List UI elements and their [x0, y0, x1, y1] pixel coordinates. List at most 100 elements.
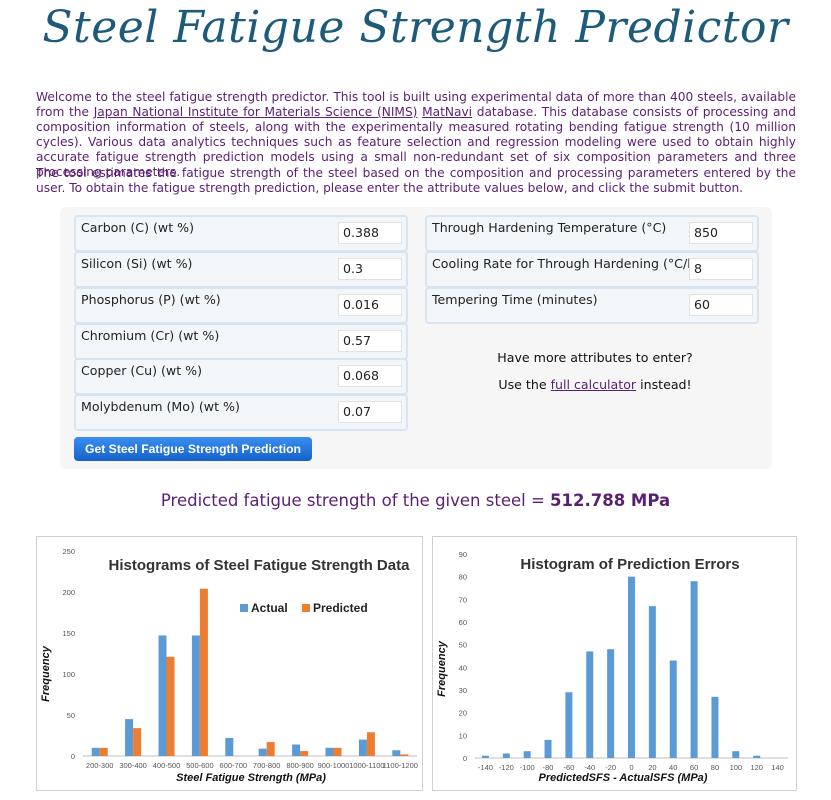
x-tick-label: -20: [605, 763, 616, 772]
x-tick-label: -60: [563, 763, 574, 772]
y-tick-label: 20: [459, 709, 467, 718]
molybdenum-input[interactable]: 0.07: [338, 401, 402, 423]
bar: [91, 747, 100, 756]
bar: [607, 649, 615, 758]
silicon-input[interactable]: 0.3: [338, 258, 402, 280]
intro-paragraph-1: Welcome to the steel fatigue strength pr…: [36, 90, 796, 180]
y-tick-label: 50: [459, 641, 467, 650]
field-chromium: Chromium (Cr) (wt %) 0.57: [74, 323, 408, 360]
bar: [523, 751, 531, 758]
bar: [628, 576, 635, 758]
submit-button[interactable]: Get Steel Fatigue Strength Prediction: [74, 437, 312, 461]
x-axis-label: Steel Fatigue Strength (MPa): [176, 772, 326, 784]
y-tick-label: 30: [459, 686, 467, 695]
field-molybdenum: Molybdenum (Mo) (wt %) 0.07: [74, 394, 408, 431]
field-carbon: Carbon (C) (wt %) 0.388: [74, 215, 408, 252]
more-attributes-note: Use the full calculator instead!: [430, 377, 760, 392]
bar: [481, 755, 489, 758]
bar: [669, 660, 677, 758]
bar: [400, 754, 409, 756]
y-axis-label: Frequency: [40, 645, 52, 702]
field-phosphorus: Phosphorus (P) (wt %) 0.016: [74, 287, 408, 324]
prediction-result: Predicted fatigue strength of the given …: [0, 491, 831, 510]
bar: [392, 750, 401, 756]
field-hardening-temperature: Through Hardening Temperature (°C) 850: [425, 215, 759, 252]
full-calculator-link[interactable]: full calculator: [550, 377, 637, 392]
nims-link[interactable]: Japan National Institute for Materials S…: [93, 105, 418, 119]
bar: [502, 753, 510, 758]
chromium-input[interactable]: 0.57: [338, 330, 402, 352]
field-silicon: Silicon (Si) (wt %) 0.3: [74, 251, 408, 288]
bar: [191, 635, 200, 756]
cooling-rate-input[interactable]: 8: [689, 258, 753, 280]
carbon-input[interactable]: 0.388: [338, 222, 402, 244]
intro-text-c: database. This database consists of proc…: [36, 105, 796, 179]
y-tick-label: 80: [459, 573, 467, 582]
legend-swatch-actual: [240, 604, 248, 612]
x-tick-label: 40: [669, 763, 677, 772]
x-tick-label: 500-600: [186, 761, 214, 770]
bar: [325, 747, 334, 756]
bar: [753, 755, 761, 758]
chart-title: Histograms of Steel Fatigue Strength Dat…: [109, 557, 411, 574]
more-text-b: instead!: [636, 377, 692, 392]
prediction-error-histogram: Histogram of Prediction Errors Frequency…: [432, 536, 797, 791]
y-tick-label: 150: [62, 629, 75, 638]
result-label: Predicted fatigue strength of the given …: [160, 491, 551, 510]
bar: [158, 635, 167, 756]
y-tick-label: 250: [62, 547, 75, 556]
y-tick-label: 60: [459, 618, 467, 627]
y-tick-label: 90: [459, 550, 467, 559]
bar: [266, 742, 275, 756]
more-text-a: Use the: [498, 377, 551, 392]
y-tick-label: 100: [62, 670, 75, 679]
x-tick-label: 700-800: [253, 761, 281, 770]
tempering-time-input[interactable]: 60: [689, 294, 753, 316]
bar: [300, 751, 309, 756]
chart-1-svg: Histograms of Steel Fatigue Strength Dat…: [40, 547, 418, 784]
bar: [199, 588, 208, 756]
y-tick-label: 0: [463, 754, 467, 763]
y-tick-label: 70: [459, 595, 467, 604]
y-tick-label: 0: [71, 752, 75, 761]
field-copper: Copper (Cu) (wt %) 0.068: [74, 358, 408, 395]
x-tick-label: 0: [629, 763, 633, 772]
chart-2-svg: Histogram of Prediction Errors Frequency…: [436, 550, 788, 784]
x-tick-label: 1100-1200: [383, 761, 418, 770]
x-tick-label: 200-300: [86, 761, 114, 770]
bar: [544, 739, 552, 758]
bar: [358, 739, 367, 756]
x-tick-label: -120: [499, 763, 514, 772]
x-tick-label: 100: [730, 763, 743, 772]
result-value: 512.788 MPa: [550, 491, 671, 510]
bar: [648, 606, 656, 758]
y-axis-label: Frequency: [436, 640, 448, 697]
field-tempering-time: Tempering Time (minutes) 60: [425, 287, 759, 324]
bar: [366, 732, 375, 756]
field-label: Carbon (C) (wt %): [81, 220, 195, 235]
bar: [565, 692, 573, 758]
copper-input[interactable]: 0.068: [338, 365, 402, 387]
bar: [711, 696, 719, 758]
matnavi-link[interactable]: MatNavi: [422, 105, 473, 119]
x-tick-label: 60: [690, 763, 698, 772]
y-tick-label: 10: [459, 731, 467, 740]
field-label: Silicon (Si) (wt %): [81, 256, 193, 271]
actual-vs-predicted-histogram: Histograms of Steel Fatigue Strength Dat…: [36, 536, 423, 791]
more-attributes-question: Have more attributes to enter?: [497, 350, 693, 365]
x-tick-label: 20: [648, 763, 656, 772]
bar: [125, 719, 134, 756]
field-cooling-rate: Cooling Rate for Through Hardening (°C/h…: [425, 251, 759, 288]
phosphorus-input[interactable]: 0.016: [338, 294, 402, 316]
bar: [732, 751, 740, 758]
x-tick-label: -140: [478, 763, 493, 772]
intro-paragraph-2: The tool estimates the fatigue strength …: [36, 166, 796, 195]
x-tick-label: 80: [711, 763, 719, 772]
bar: [99, 747, 108, 756]
bar: [690, 581, 698, 758]
field-label: Chromium (Cr) (wt %): [81, 328, 220, 343]
x-tick-label: 800-900: [286, 761, 314, 770]
chart-title: Histogram of Prediction Errors: [520, 556, 739, 573]
hardening-temperature-input[interactable]: 850: [689, 222, 753, 244]
x-tick-label: 120: [750, 763, 763, 772]
